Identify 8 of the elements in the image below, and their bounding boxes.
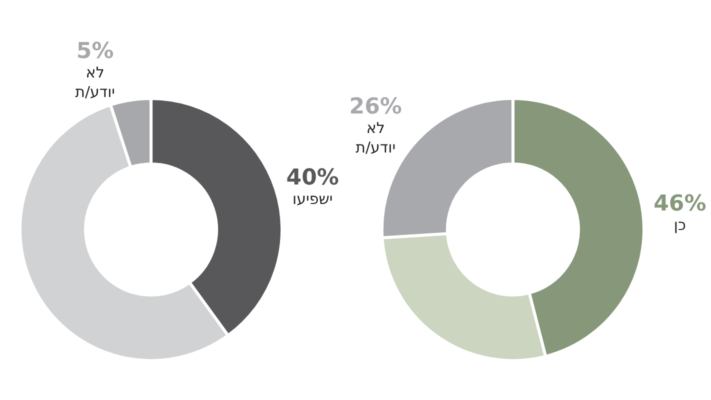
slice-label: כן: [674, 216, 686, 234]
slice-label: לא יודע/ת: [75, 63, 116, 101]
data-label: 46%: [654, 191, 706, 216]
data-label: 5%: [76, 38, 114, 64]
slice-label: ישפיעו: [292, 190, 333, 208]
data-label: 40%: [286, 166, 339, 191]
slice-label: לא יודע/ת: [356, 118, 396, 156]
data-label: 26%: [349, 94, 402, 120]
